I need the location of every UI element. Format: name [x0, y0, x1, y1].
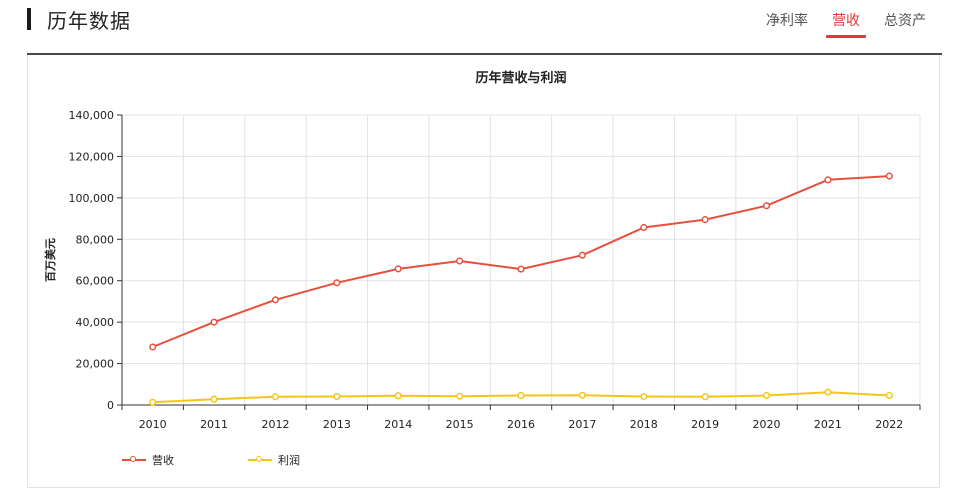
data-point-profit[interactable]: [885, 391, 893, 400]
y-tick-label: 100,000: [69, 192, 115, 205]
data-point-revenue[interactable]: [456, 257, 464, 265]
y-tick-label: 20,000: [76, 358, 115, 371]
header: 历年数据 净利率 营收 总资产: [0, 0, 960, 54]
y-tick-label: 120,000: [69, 150, 115, 163]
x-tick-label: 2012: [261, 418, 289, 431]
data-point-revenue[interactable]: [762, 202, 771, 210]
legend-label-revenue: 营收: [152, 454, 174, 467]
page-title: 历年数据: [47, 9, 131, 33]
data-point-profit[interactable]: [701, 393, 709, 401]
legend-marker-profit: [248, 456, 272, 462]
tab-bar: 净利率 营收 总资产: [754, 10, 938, 38]
x-tick-label: 2021: [814, 418, 842, 431]
data-point-profit[interactable]: [517, 391, 525, 400]
data-point-revenue[interactable]: [333, 279, 341, 287]
data-point-revenue[interactable]: [824, 176, 832, 184]
chart-container: [27, 55, 940, 488]
x-tick-label: 2016: [507, 418, 535, 431]
data-point-profit[interactable]: [762, 391, 771, 400]
y-tick-label: 140,000: [69, 109, 115, 122]
tab-revenue[interactable]: 营收: [820, 10, 872, 38]
x-tick-label: 2022: [875, 418, 903, 431]
x-tick-label: 2010: [139, 418, 167, 431]
y-tick-label: 40,000: [76, 316, 115, 329]
legend-label-profit: 利润: [278, 454, 300, 467]
y-tick-label: 60,000: [76, 275, 115, 288]
data-point-revenue[interactable]: [578, 251, 586, 259]
y-tick-label: 0: [107, 399, 114, 412]
y-axis-label: 百万美元: [43, 238, 57, 282]
data-point-profit[interactable]: [578, 391, 586, 399]
legend-item-profit[interactable]: 利润: [248, 452, 300, 468]
x-tick-label: 2014: [384, 418, 412, 431]
x-tick-label: 2013: [323, 418, 351, 431]
chart-series: [149, 172, 893, 406]
chart-axes: 0 20,000 40,000 60,000 80,000 100,000 120,000 1…: [69, 109, 921, 431]
legend-item-revenue[interactable]: 营收: [122, 452, 174, 468]
x-tick-label: 2019: [691, 418, 719, 431]
data-point-profit[interactable]: [333, 392, 341, 401]
x-tick-label: 2020: [753, 418, 781, 431]
x-tick-label: 2011: [200, 418, 228, 431]
data-point-profit[interactable]: [824, 388, 832, 396]
data-point-revenue[interactable]: [271, 296, 280, 304]
data-point-profit[interactable]: [456, 392, 464, 400]
data-point-revenue[interactable]: [517, 265, 525, 273]
chart-title: 历年营收与利润: [475, 70, 566, 86]
data-point-profit[interactable]: [210, 395, 218, 403]
header-divider: [27, 53, 942, 55]
data-point-profit[interactable]: [271, 393, 280, 401]
data-point-profit[interactable]: [394, 392, 402, 400]
data-point-revenue[interactable]: [149, 343, 157, 351]
data-point-revenue[interactable]: [394, 265, 402, 273]
data-point-profit[interactable]: [640, 392, 648, 401]
legend-marker-revenue: [122, 456, 146, 462]
data-point-revenue[interactable]: [701, 216, 709, 224]
y-tick-label: 80,000: [76, 233, 115, 246]
x-tick-label: 2017: [568, 418, 596, 431]
data-point-revenue[interactable]: [210, 318, 218, 326]
chart-grid: [122, 114, 921, 405]
data-point-revenue[interactable]: [640, 223, 648, 232]
x-tick-label: 2015: [446, 418, 474, 431]
data-point-profit[interactable]: [149, 398, 157, 406]
x-tick-label: 2018: [630, 418, 658, 431]
tab-net-margin[interactable]: 净利率: [766, 13, 808, 29]
data-point-revenue[interactable]: [885, 172, 893, 180]
tab-total-assets[interactable]: 总资产: [884, 13, 926, 29]
series-line-revenue: [152, 175, 890, 348]
title-accent-bar: [27, 8, 31, 30]
